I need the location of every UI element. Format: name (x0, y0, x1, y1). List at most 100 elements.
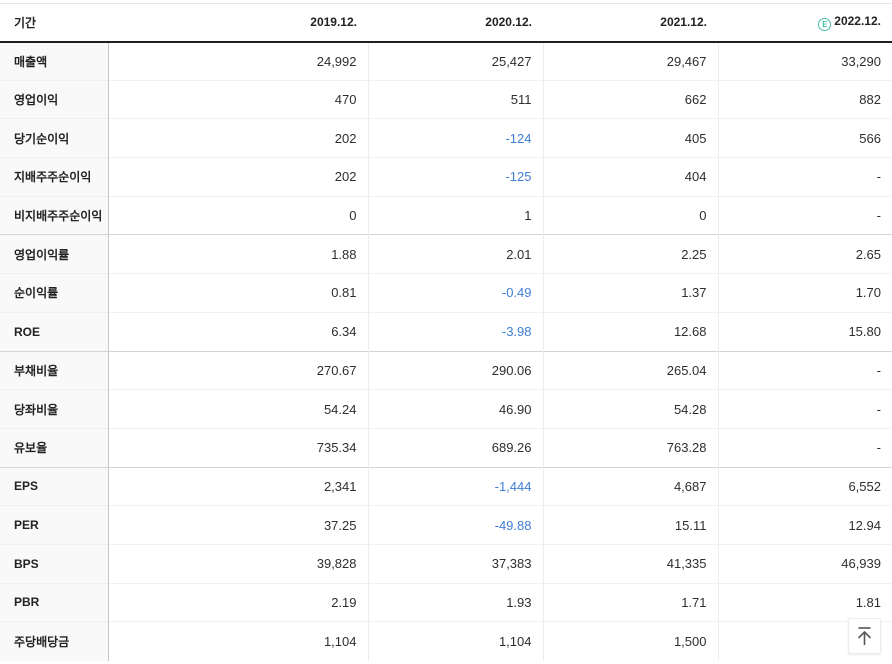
scroll-to-top-icon (855, 625, 874, 647)
table-row: 매출액 24,992 25,427 29,467 33,290 (0, 41, 892, 81)
column-header-2022-estimate: E 2022.12. (718, 3, 892, 43)
row-label: ROE (0, 311, 108, 351)
cell-value: 2,341 (107, 466, 368, 506)
cell-value: 15.11 (542, 505, 718, 545)
cell-value: 37,383 (367, 543, 543, 584)
row-label: 주당배당금 (0, 621, 108, 661)
cell-value: 1.88 (107, 234, 368, 274)
financial-summary-table: 기간 2019.12. 2020.12. 2021.12. E 2022.12. … (0, 3, 892, 661)
cell-value: - (717, 350, 892, 390)
cell-value: 511 (367, 79, 543, 119)
table-row: ROE 6.34 -3.98 12.68 15.80 (0, 311, 892, 351)
cell-value: 39,828 (107, 543, 368, 584)
cell-value: -49.88 (367, 505, 543, 545)
cell-value: 1 (367, 195, 543, 235)
cell-value: 12.94 (717, 505, 892, 545)
row-label: 매출액 (0, 41, 108, 81)
cell-value: 265.04 (542, 350, 718, 390)
cell-value: 404 (542, 157, 718, 197)
cell-value: -125 (367, 157, 543, 197)
cell-value: 0.81 (107, 273, 368, 313)
row-label: 영업이익 (0, 79, 108, 119)
scroll-to-top-button[interactable] (848, 618, 881, 654)
cell-value: 54.24 (107, 389, 368, 429)
cell-value: 1,104 (107, 621, 368, 661)
cell-value: 2.25 (542, 234, 718, 274)
row-label: 유보율 (0, 427, 108, 468)
cell-value: 2.19 (107, 582, 368, 622)
row-label: 영업이익률 (0, 234, 108, 274)
table-row: BPS 39,828 37,383 41,335 46,939 (0, 543, 892, 584)
cell-value: 1,500 (542, 621, 718, 661)
cell-value: 1.93 (367, 582, 543, 622)
cell-value: 290.06 (367, 350, 543, 390)
column-header-2019: 2019.12. (108, 3, 368, 43)
cell-value: 37.25 (107, 505, 368, 545)
cell-value: 33,290 (717, 41, 892, 81)
cell-value: -0.49 (367, 273, 543, 313)
cell-value: 41,335 (542, 543, 718, 584)
table-row: PBR 2.19 1.93 1.71 1.81 (0, 582, 892, 622)
cell-value: 1.70 (717, 273, 892, 313)
cell-value: -3.98 (367, 311, 543, 351)
cell-value: 6,552 (717, 466, 892, 506)
cell-value: 1.71 (542, 582, 718, 622)
row-label: EPS (0, 466, 108, 506)
row-label: 순이익률 (0, 273, 108, 313)
cell-value: 202 (107, 118, 368, 158)
table-row: 주당배당금 1,104 1,104 1,500 (0, 621, 892, 661)
cell-value: 202 (107, 157, 368, 197)
cell-value: 46,939 (717, 543, 892, 584)
cell-value: 12.68 (542, 311, 718, 351)
cell-value: 0 (542, 195, 718, 235)
cell-value: 689.26 (367, 427, 543, 468)
table-row: 비지배주주순이익 0 1 0- (0, 195, 892, 235)
row-label: 당좌비율 (0, 389, 108, 429)
cell-value: - (717, 389, 892, 429)
cell-value: 405 (542, 118, 718, 158)
cell-value: 1.81 (717, 582, 892, 622)
cell-value: 662 (542, 79, 718, 119)
table-row: EPS 2,341 -1,444 4,687 6,552 (0, 466, 892, 506)
row-label: PBR (0, 582, 108, 622)
cell-value: - (717, 195, 892, 235)
cell-value: 0 (107, 195, 368, 235)
cell-value: 2.01 (367, 234, 543, 274)
cell-value: -1,444 (367, 466, 543, 506)
row-label: 비지배주주순이익 (0, 195, 108, 235)
cell-value: - (717, 427, 892, 468)
cell-value: 1.37 (542, 273, 718, 313)
row-label: PER (0, 505, 108, 545)
cell-value: 6.34 (107, 311, 368, 351)
table-row: 당기순이익 202 -124 405 566 (0, 118, 892, 158)
table-row: 지배주주순이익 202 -125 404- (0, 157, 892, 197)
table-row: PER 37.25 -49.88 15.11 12.94 (0, 505, 892, 545)
table-row: 순이익률 0.81 -0.49 1.37 1.70 (0, 273, 892, 313)
column-header-label: 2022.12. (834, 13, 881, 28)
cell-value: 29,467 (542, 41, 718, 81)
cell-value: 15.80 (717, 311, 892, 351)
column-header-2020: 2020.12. (368, 3, 543, 43)
cell-value: 46.90 (367, 389, 543, 429)
row-label: BPS (0, 543, 108, 584)
column-header-2021: 2021.12. (543, 3, 718, 43)
table-body: 매출액 24,992 25,427 29,467 33,290 영업이익 470 511 662… (0, 41, 892, 661)
cell-value: 25,427 (367, 41, 543, 81)
cell-value: -124 (367, 118, 543, 158)
cell-value: 763.28 (542, 427, 718, 468)
row-label: 지배주주순이익 (0, 157, 108, 197)
cell-value: 882 (717, 79, 892, 119)
table-row: 영업이익 470 511 662 882 (0, 79, 892, 119)
cell-value: 4,687 (542, 466, 718, 506)
table-header: 기간 2019.12. 2020.12. 2021.12. E 2022.12. (0, 3, 892, 43)
cell-value: 24,992 (107, 41, 368, 81)
period-header-label: 기간 (0, 3, 108, 43)
cell-value: 2.65 (717, 234, 892, 274)
table-row: 영업이익률 1.88 2.01 2.25 2.65 (0, 234, 892, 274)
row-label: 당기순이익 (0, 118, 108, 158)
cell-value: 1,104 (367, 621, 543, 661)
table-row: 당좌비율 54.24 46.90 54.28- (0, 389, 892, 429)
cell-value: 270.67 (107, 350, 368, 390)
cell-value: 566 (717, 118, 892, 158)
cell-value: 54.28 (542, 389, 718, 429)
